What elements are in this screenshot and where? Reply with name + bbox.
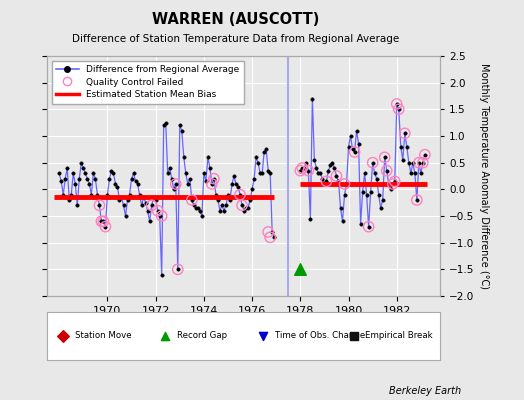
Point [421,152,429,158]
Point [351,149,359,155]
Point [238,202,246,208]
Point [296,168,304,174]
Point [401,130,409,136]
Point [419,160,427,166]
Point [171,181,180,187]
Point [388,181,397,187]
Point [304,168,312,174]
Point [414,160,423,166]
Point [322,178,331,184]
Point [266,234,275,240]
Point [154,208,162,214]
Point [236,192,244,198]
Point [364,224,373,230]
Point [298,165,307,171]
Point [350,333,358,339]
Point [413,197,421,203]
Text: Empirical Break: Empirical Break [366,332,433,340]
Text: Difference of Station Temperature Data from Regional Average: Difference of Station Temperature Data f… [72,34,399,44]
Point [188,197,196,203]
Point [264,229,272,235]
Point [95,202,104,208]
Text: Record Gap: Record Gap [177,332,227,340]
Point [147,202,156,208]
Text: Berkeley Earth: Berkeley Earth [389,386,461,396]
Point [97,218,106,224]
Point [101,224,110,230]
Point [161,333,169,339]
Point [332,173,341,179]
Point [208,181,216,187]
Point [383,168,391,174]
Point [380,154,389,160]
Point [340,181,348,187]
Point [296,266,304,272]
Point [390,178,399,184]
Point [173,266,182,272]
Point [59,333,67,339]
Text: Time of Obs. Change: Time of Obs. Change [275,332,365,340]
Point [158,213,166,219]
Point [99,218,107,224]
Y-axis label: Monthly Temperature Anomaly Difference (°C): Monthly Temperature Anomaly Difference (… [479,63,489,289]
Point [395,106,403,112]
Legend: Difference from Regional Average, Quality Control Failed, Estimated Station Mean: Difference from Regional Average, Qualit… [52,60,244,104]
Text: WARREN (AUSCOTT): WARREN (AUSCOTT) [152,12,320,27]
Point [259,333,267,339]
Text: Station Move: Station Move [74,332,132,340]
Point [368,160,377,166]
Point [392,101,401,107]
Point [210,176,218,182]
